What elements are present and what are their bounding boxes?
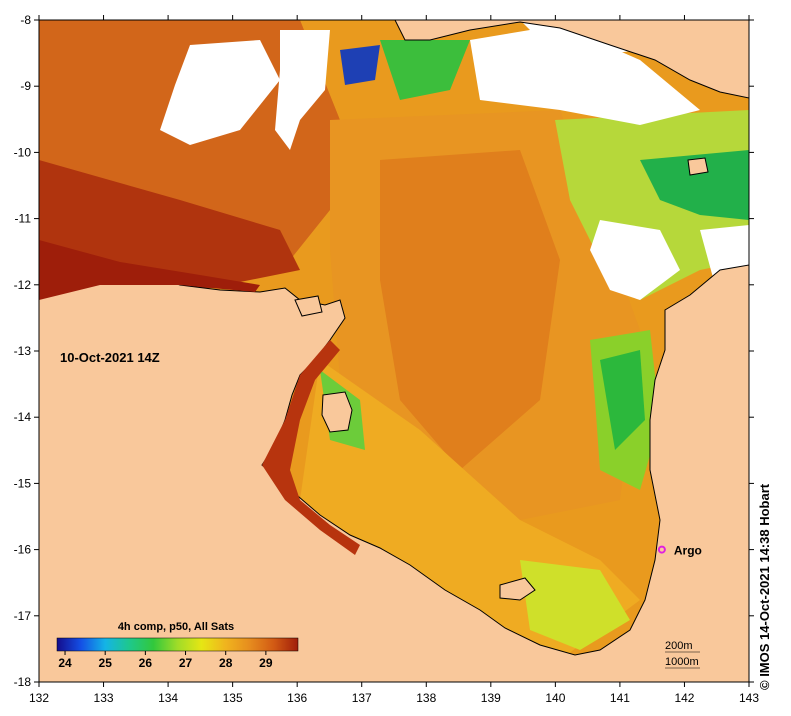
- southern-cool-patch: [520, 560, 630, 650]
- y-tick-label: -18: [14, 675, 32, 689]
- y-tick-label: -14: [14, 410, 32, 424]
- x-tick-label: 135: [223, 691, 243, 705]
- legend-tick-label: 26: [139, 656, 153, 670]
- y-tick-label: -9: [20, 79, 31, 93]
- north-cool-water: [380, 40, 470, 100]
- legend-tick-label: 25: [99, 656, 113, 670]
- land: [39, 20, 749, 682]
- legend-tick-label: 27: [179, 656, 193, 670]
- plot-area: [39, 20, 749, 682]
- legend-tick-label: 24: [58, 656, 72, 670]
- x-tick-label: 140: [545, 691, 565, 705]
- northeast-coolest-water: [640, 150, 749, 220]
- north-cold-pixels: [340, 45, 380, 85]
- y-tick-label: -15: [14, 476, 32, 490]
- y-tick-label: -13: [14, 344, 32, 358]
- credit-label: © IMOS 14-Oct-2021 14:38 Hobart: [757, 483, 772, 690]
- legend-ticks: 24 25 26 27 28 29: [58, 651, 273, 670]
- x-tick-label: 136: [287, 691, 307, 705]
- x-tick-label: 134: [158, 691, 178, 705]
- legend-tick-label: 28: [219, 656, 233, 670]
- depth-1000m: 1000m: [665, 656, 699, 668]
- x-tick-label: 137: [352, 691, 372, 705]
- y-axis: -8 -9 -10 -11 -12 -13 -14 -15 -16 -17 -18: [14, 13, 754, 689]
- y-tick-label: -12: [14, 278, 32, 292]
- legend-tick-label: 29: [259, 656, 273, 670]
- y-tick-label: -17: [14, 609, 32, 623]
- y-tick-label: -16: [14, 543, 32, 557]
- depth-legend: 200m 1000m: [665, 640, 700, 669]
- x-tick-label: 138: [416, 691, 436, 705]
- x-axis: 132 133 134 135 136 137 138 139 140 141 142 143: [29, 15, 759, 705]
- x-tick-label: 139: [481, 691, 501, 705]
- hot-coastal-strip-north: [39, 240, 260, 300]
- x-tick-label: 132: [29, 691, 49, 705]
- timestamp-label: 10-Oct-2021 14Z: [60, 350, 160, 365]
- argo-label: Argo: [674, 544, 702, 558]
- y-tick-label: -11: [15, 212, 32, 226]
- y-tick-label: -10: [14, 145, 32, 159]
- x-tick-label: 143: [739, 691, 759, 705]
- depth-200m: 200m: [665, 640, 693, 652]
- x-tick-label: 133: [94, 691, 114, 705]
- x-tick-label: 141: [610, 691, 630, 705]
- markers: Argo: [657, 544, 702, 558]
- y-tick-label: -8: [20, 13, 31, 27]
- hot-coastal-strip: [262, 340, 360, 555]
- east-coolest-water: [600, 350, 645, 450]
- legend-colorbar: [56, 637, 299, 652]
- x-tick-label: 142: [674, 691, 694, 705]
- argo-marker-icon[interactable]: [657, 545, 666, 554]
- sst-legend: 4h comp, p50, All Sats 24 25 26 27 28 29: [56, 621, 299, 670]
- legend-title: 4h comp, p50, All Sats: [118, 621, 234, 633]
- central-warm-core: [380, 150, 560, 470]
